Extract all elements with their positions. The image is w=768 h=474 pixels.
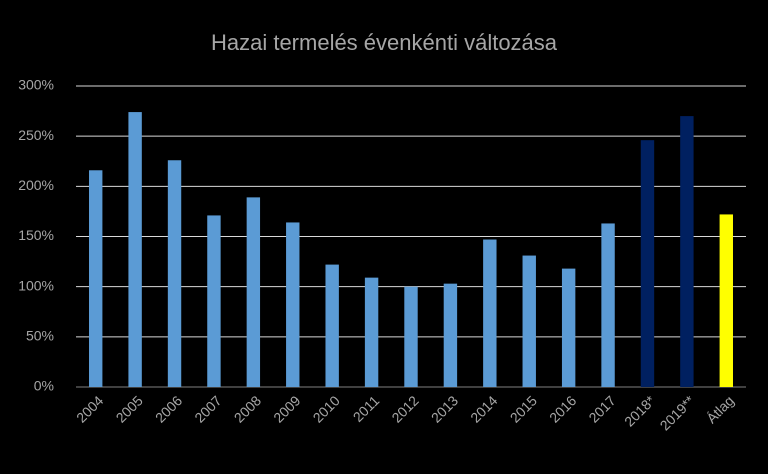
y-tick-label: 250% — [18, 127, 54, 143]
bar — [443, 283, 458, 387]
y-tick-label: 300% — [18, 77, 54, 93]
bar — [89, 170, 103, 387]
y-tick-label: 0% — [34, 378, 54, 394]
y-tick-label: 50% — [26, 328, 54, 344]
bar — [404, 286, 418, 387]
bar — [128, 112, 142, 387]
x-tick-label: 2013 — [428, 392, 461, 425]
x-tick-label: 2012 — [388, 392, 421, 425]
y-tick-label: 150% — [18, 227, 54, 243]
x-tick-label: 2018* — [621, 392, 659, 430]
bar — [640, 140, 655, 387]
bar — [167, 160, 182, 387]
bar — [286, 222, 300, 387]
bar — [601, 223, 615, 387]
x-tick-label: 2009 — [270, 392, 303, 425]
y-tick-label: 200% — [18, 177, 54, 193]
y-tick-label: 100% — [18, 277, 54, 293]
x-tick-label: 2006 — [152, 392, 185, 425]
bar — [719, 214, 733, 387]
bar — [522, 255, 536, 387]
x-tick-label: 2011 — [350, 392, 383, 425]
x-tick-label: Átlag — [703, 392, 737, 426]
x-tick-label: 2007 — [191, 392, 224, 425]
bar — [680, 116, 694, 387]
x-tick-label: 2015 — [507, 392, 540, 425]
x-tick-label: 2014 — [467, 392, 500, 425]
x-tick-label: 2019** — [657, 392, 698, 433]
bar — [483, 239, 497, 387]
bar — [561, 268, 576, 387]
bar — [364, 277, 379, 387]
x-tick-label: 2005 — [113, 392, 146, 425]
x-tick-label: 2016 — [546, 392, 579, 425]
bar — [325, 264, 339, 387]
x-tick-label: 2017 — [585, 392, 618, 425]
bar — [207, 215, 221, 387]
x-tick-label: 2004 — [73, 392, 106, 425]
x-tick-label: 2010 — [310, 392, 343, 425]
x-tick-label: 2008 — [231, 392, 264, 425]
bar — [246, 197, 261, 387]
chart-title: Hazai termelés évenkénti változása — [211, 30, 558, 55]
